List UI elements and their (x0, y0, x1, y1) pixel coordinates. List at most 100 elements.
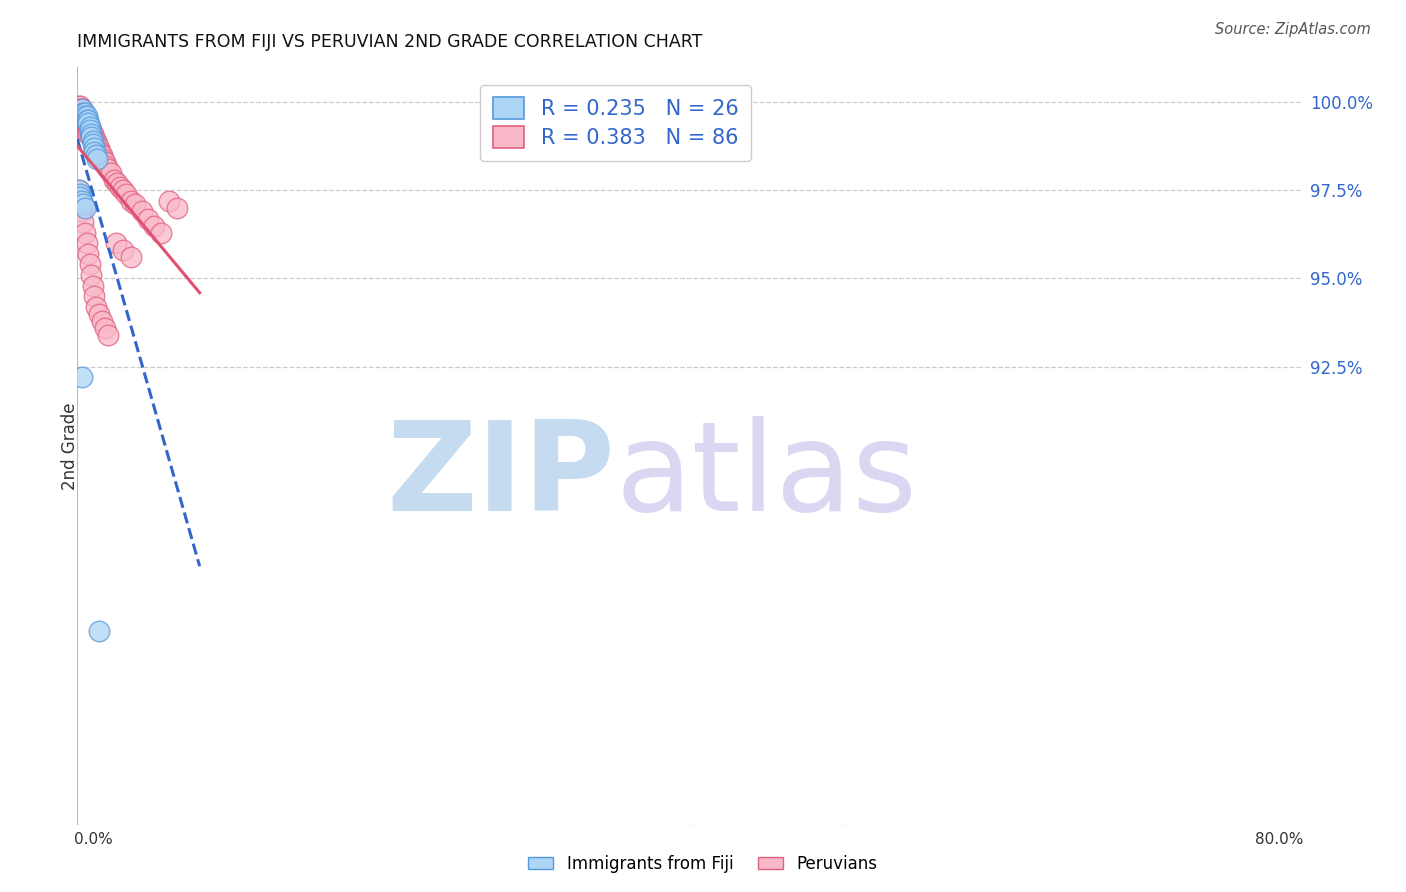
Point (82, 278, 104, 293)
Point (142, 219, 165, 233)
Point (136, 211, 159, 226)
Point (76, 120, 98, 134)
Point (72, 105, 94, 120)
Point (69, 105, 91, 120)
Point (86, 141, 108, 155)
Point (77, 120, 100, 134)
Point (86, 137, 108, 152)
Point (96, 159, 118, 173)
Point (80, 127, 103, 141)
Text: IMMIGRANTS FROM FIJI VS PERUVIAN 2ND GRADE CORRELATION CHART: IMMIGRANTS FROM FIJI VS PERUVIAN 2ND GRA… (77, 34, 703, 52)
Point (83, 145, 105, 159)
Point (69, 186, 91, 201)
Point (76, 236, 98, 251)
Point (82, 137, 104, 152)
Point (80, 130, 103, 145)
Text: atlas: atlas (616, 416, 918, 537)
Point (70, 204, 93, 219)
Text: ZIP: ZIP (387, 416, 616, 537)
Point (77, 112, 100, 127)
Point (120, 250, 142, 264)
Y-axis label: 2nd Grade: 2nd Grade (62, 402, 79, 490)
Point (89, 145, 111, 159)
Point (83, 134, 105, 148)
Point (94, 321, 117, 335)
Point (89, 148, 111, 162)
Point (70, 370, 93, 384)
Point (150, 226, 173, 240)
Point (73, 201, 96, 215)
Point (69, 98, 91, 112)
Point (103, 173, 125, 187)
Point (76, 109, 98, 123)
Point (70, 112, 93, 127)
Point (67, 183, 90, 197)
Point (87, 307, 110, 321)
Point (79, 257, 101, 271)
Text: 0.0%: 0.0% (75, 832, 112, 847)
Point (105, 176, 128, 190)
Point (84, 134, 107, 148)
Point (70, 105, 93, 120)
Point (87, 624, 110, 639)
Point (76, 116, 98, 130)
Point (72, 105, 94, 120)
Legend: Immigrants from Fiji, Peruvians: Immigrants from Fiji, Peruvians (522, 848, 884, 880)
Point (72, 109, 94, 123)
Point (69, 109, 91, 123)
Point (131, 204, 153, 219)
Point (112, 183, 135, 197)
Text: Source: ZipAtlas.com: Source: ZipAtlas.com (1215, 22, 1371, 37)
Point (73, 109, 96, 123)
Point (70, 109, 93, 123)
Point (104, 236, 127, 251)
Point (70, 116, 93, 130)
Point (69, 190, 91, 204)
Point (83, 130, 105, 145)
Point (79, 127, 101, 141)
Point (80, 130, 103, 145)
Point (80, 268, 103, 282)
Point (67, 183, 90, 197)
Point (67, 102, 90, 116)
Point (115, 186, 138, 201)
Point (87, 145, 110, 159)
Point (86, 152, 108, 166)
Point (70, 102, 93, 116)
Point (108, 179, 131, 194)
Point (73, 109, 96, 123)
Point (77, 116, 100, 130)
Point (79, 123, 101, 137)
Point (94, 155, 117, 169)
Point (83, 289, 105, 303)
Point (76, 123, 98, 137)
Point (67, 105, 90, 120)
Point (97, 162, 120, 177)
Point (157, 194, 180, 208)
Point (76, 112, 98, 127)
Point (82, 134, 104, 148)
Point (73, 226, 96, 240)
Point (100, 166, 122, 180)
Point (79, 123, 101, 137)
Point (79, 120, 101, 134)
Text: 80.0%: 80.0% (1256, 832, 1303, 847)
Point (73, 116, 96, 130)
Point (82, 130, 104, 145)
Point (84, 137, 107, 152)
Point (80, 127, 103, 141)
Point (83, 141, 105, 155)
Point (73, 123, 96, 137)
Point (97, 327, 120, 342)
Point (90, 148, 112, 162)
Point (77, 116, 100, 130)
Point (69, 194, 91, 208)
Point (73, 105, 96, 120)
Point (72, 112, 94, 127)
Point (84, 148, 107, 162)
Point (124, 197, 146, 211)
Point (77, 127, 100, 141)
Point (82, 134, 104, 148)
Point (112, 244, 135, 258)
Point (120, 194, 142, 208)
